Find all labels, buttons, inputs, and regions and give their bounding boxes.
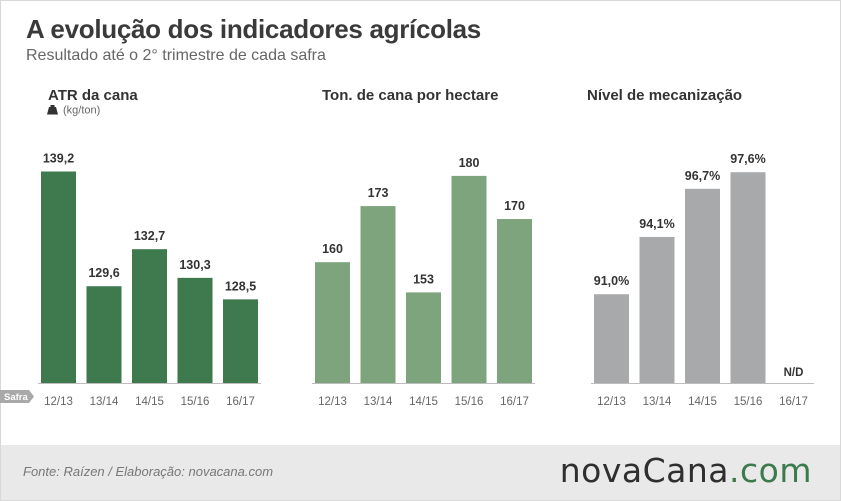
data-label: 180	[459, 156, 480, 170]
x-tick-label: 16/17	[779, 396, 808, 408]
x-tick-label: 14/15	[688, 396, 717, 408]
logo-com: com	[740, 451, 812, 490]
x-tick-label: 13/14	[364, 396, 393, 408]
page-subtitle: Resultado até o 2° trimestre de cada saf…	[26, 47, 326, 64]
logo-dot: .	[729, 451, 741, 490]
x-tick-label: 15/16	[734, 396, 763, 408]
x-tick-label: 16/17	[500, 396, 529, 408]
data-label: 139,2	[43, 152, 74, 166]
bar-14-15	[406, 292, 441, 383]
x-tick-label: 12/13	[318, 396, 347, 408]
data-label: 170	[504, 199, 525, 213]
x-tick-label: 15/16	[455, 396, 484, 408]
x-tick-label: 12/13	[44, 396, 73, 408]
chart-title-2: Ton. de cana por hectare	[322, 87, 498, 104]
x-tick-label: 12/13	[597, 396, 626, 408]
bar-13-14	[639, 236, 675, 383]
safra-tag-label: Safra	[4, 392, 28, 403]
data-label: 160	[322, 242, 343, 256]
charts-area: ATR da cana(kg/ton) 139,2 12/13 129,6 13/14 1…	[0, 87, 814, 408]
bar-12-13	[315, 262, 350, 383]
data-label: 97,6%	[730, 152, 765, 166]
x-tick-label: 13/14	[90, 396, 119, 408]
x-tick-label: 14/15	[409, 396, 438, 408]
weight-icon	[47, 105, 58, 115]
bar-15-16	[451, 175, 487, 383]
data-label: 94,1%	[639, 217, 674, 231]
data-label: 130,3	[179, 258, 210, 272]
data-label: 153	[413, 272, 434, 286]
data-label-nd: N/D	[784, 367, 804, 379]
logo-main: novaCana	[559, 451, 730, 490]
data-label: 96,7%	[685, 169, 720, 183]
chart-title-1: ATR da cana	[48, 87, 138, 104]
data-label: 132,7	[134, 229, 165, 243]
chart-title-3: Nível de mecanização	[587, 87, 742, 104]
novacana-logo: novaCana.com	[560, 451, 812, 490]
bar-12-13	[41, 171, 76, 383]
bar-13-14	[86, 286, 122, 383]
data-label: 173	[368, 186, 389, 200]
x-tick-label: 16/17	[226, 396, 255, 408]
bar-16-17	[223, 299, 258, 383]
bar-15-16	[177, 277, 213, 383]
x-tick-label: 14/15	[135, 396, 164, 408]
page-title: A evolução dos indicadores agrícolas	[26, 14, 481, 44]
data-label: 91,0%	[594, 274, 629, 288]
bar-16-17	[497, 219, 532, 383]
bar-14-15	[685, 188, 720, 383]
bar-12-13	[594, 294, 629, 383]
x-tick-label: 13/14	[643, 396, 672, 408]
data-label: 129,6	[88, 266, 119, 280]
safra-tag	[0, 390, 34, 403]
bar-14-15	[132, 249, 167, 383]
source-note: Fonte: Raízen / Elaboração: novacana.com	[23, 464, 274, 479]
bar-15-16	[730, 172, 766, 383]
x-tick-label: 15/16	[181, 396, 210, 408]
footer-bar: Fonte: Raízen / Elaboração: novacana.com…	[1, 445, 840, 500]
data-label: 128,5	[225, 279, 256, 293]
chart-unit: (kg/ton)	[63, 105, 100, 117]
bar-13-14	[360, 206, 396, 383]
